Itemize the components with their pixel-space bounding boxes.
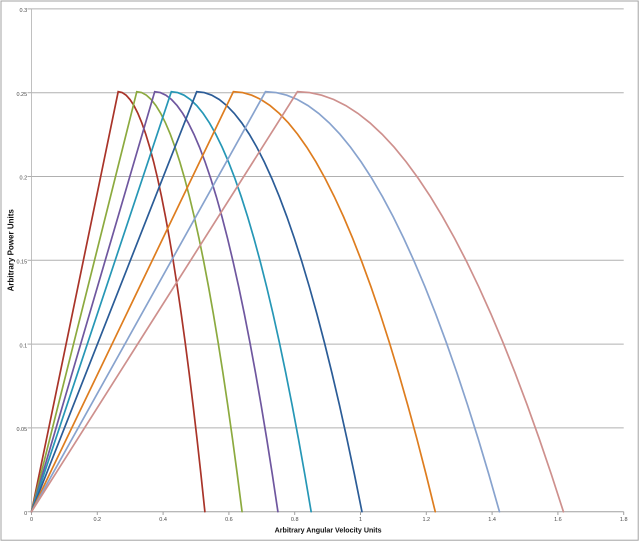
svg-text:0.2: 0.2 [93,517,101,523]
svg-text:0.4: 0.4 [159,517,167,523]
svg-text:0.25: 0.25 [16,92,27,98]
svg-text:1.4: 1.4 [488,517,496,523]
svg-text:0: 0 [30,517,33,523]
svg-text:0.05: 0.05 [16,427,27,433]
svg-text:0.3: 0.3 [20,8,28,14]
svg-text:1.8: 1.8 [620,517,628,523]
svg-text:Arbitrary Power Units: Arbitrary Power Units [6,209,15,292]
svg-text:1.2: 1.2 [422,517,430,523]
svg-text:0.8: 0.8 [291,517,299,523]
svg-text:0.6: 0.6 [225,517,233,523]
svg-text:0: 0 [24,511,27,517]
svg-text:1: 1 [359,517,362,523]
svg-text:1.6: 1.6 [554,517,562,523]
svg-text:0.1: 0.1 [20,343,28,349]
svg-text:0.15: 0.15 [16,260,27,266]
svg-text:0.2: 0.2 [20,176,28,182]
svg-text:Arbitrary Angular Velocity Uni: Arbitrary Angular Velocity Units [275,526,382,534]
